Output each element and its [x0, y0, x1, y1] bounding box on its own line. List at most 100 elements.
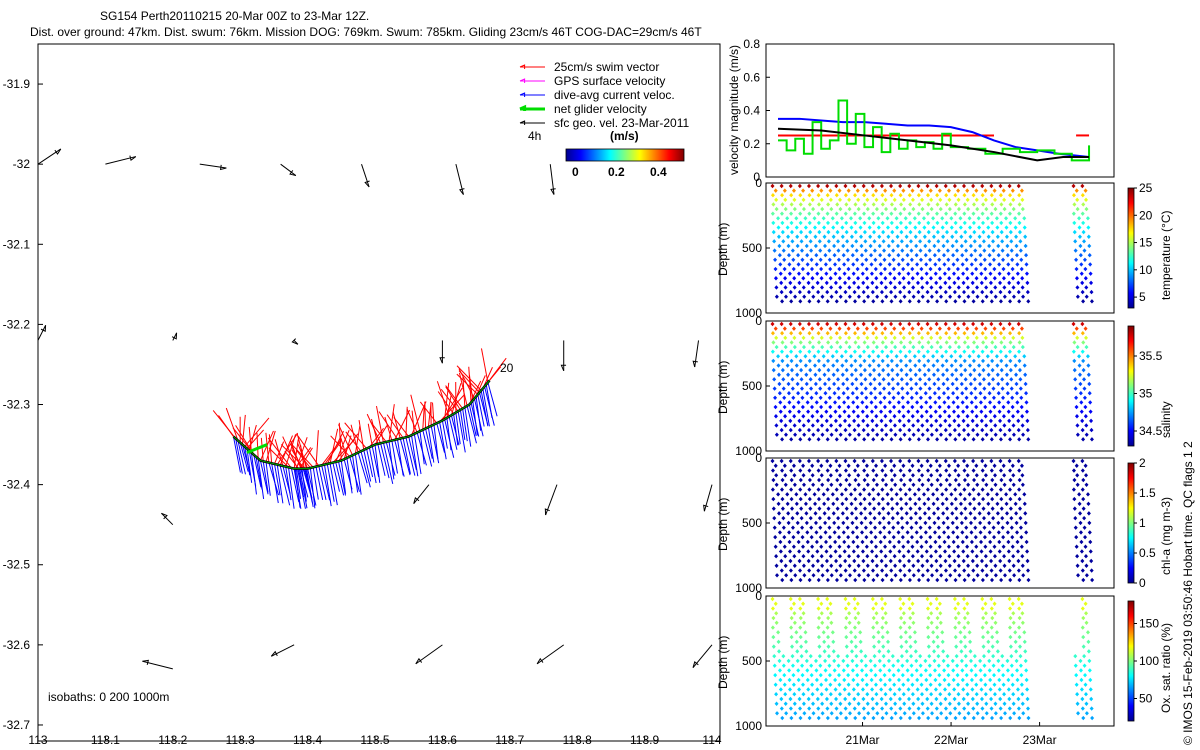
chla-sample	[953, 477, 958, 483]
temperature-sample	[814, 252, 819, 258]
temperature-sample	[790, 239, 795, 244]
chla-sample	[973, 534, 978, 540]
salinity-sample	[1016, 427, 1021, 433]
temperature-sample	[805, 262, 810, 267]
chla-sample	[815, 558, 820, 564]
salinity-sample	[998, 349, 1003, 354]
salinity-sample	[895, 381, 900, 387]
oxygen-sample	[945, 653, 950, 659]
temperature-sample	[876, 216, 881, 221]
chla-sample	[876, 492, 881, 497]
map-xtick-label: 113.5	[360, 733, 389, 747]
temperature-sample	[936, 248, 941, 253]
temperature-sample	[981, 239, 986, 244]
chla-sample	[993, 573, 998, 578]
chla-sample	[908, 496, 913, 502]
oxygen-sample	[901, 692, 906, 697]
salinity-sample	[901, 335, 906, 341]
salinity-sample	[926, 358, 931, 364]
chla-sample	[853, 496, 858, 502]
oxygen-sample	[781, 653, 786, 659]
salinity-sample	[1082, 395, 1087, 401]
swim-vector	[268, 447, 289, 468]
salinity-sample	[850, 381, 855, 387]
chla-sample	[1084, 563, 1089, 568]
chla-sample	[931, 492, 936, 497]
salinity-sample	[877, 381, 882, 387]
temperature-sample	[1017, 229, 1022, 235]
oxygen-sample	[915, 687, 920, 692]
chla-sample	[982, 534, 987, 540]
salinity-sample	[1016, 418, 1021, 424]
temperature-sample	[798, 220, 803, 226]
chla-sample	[962, 487, 967, 492]
temperature-sample	[973, 248, 978, 253]
chla-sample	[792, 473, 797, 478]
temperature-sample	[1007, 289, 1012, 295]
chla-sample	[812, 492, 817, 497]
salinity-sample	[960, 390, 965, 396]
oxygen-sample	[871, 634, 876, 640]
oxygen-sample	[819, 611, 824, 616]
oxygen-sample	[938, 611, 943, 616]
chla-sample	[1001, 463, 1006, 468]
chla-sample	[809, 534, 814, 540]
salinity-sample	[1020, 423, 1025, 428]
oxygen-sample	[931, 639, 936, 645]
temperature-sample	[1010, 257, 1015, 263]
oxygen-sample	[809, 672, 814, 678]
salinity-sample	[838, 432, 843, 437]
dive-avg-vector	[357, 452, 368, 484]
oxygen-sample	[1005, 668, 1010, 673]
map-xtick-label: 113.4	[293, 733, 322, 747]
chla-sample	[770, 487, 775, 492]
chla-sample	[944, 468, 949, 473]
dive-avg-vector	[285, 466, 292, 501]
chla-sample	[910, 554, 915, 559]
chla-sample	[874, 482, 879, 488]
oxygen-sample	[845, 663, 850, 668]
oxygen-sample	[942, 668, 947, 673]
temperature-sample	[807, 202, 812, 207]
chla-sample	[993, 482, 998, 488]
temperature-sample	[799, 248, 804, 253]
chla-sample	[870, 568, 875, 573]
temperature-sample	[808, 239, 813, 244]
chla-sample	[901, 473, 906, 478]
salinity-sample	[988, 409, 993, 414]
salinity-sample	[872, 367, 877, 373]
temperature-sample	[990, 202, 995, 207]
oxygen-sample	[843, 625, 848, 630]
oxygen-sample	[937, 601, 942, 606]
chla-sample	[926, 577, 931, 583]
oxygen-sample	[801, 692, 806, 697]
salinity-sample	[1014, 372, 1019, 377]
temperature-sample	[907, 211, 912, 216]
oxygen-sample	[856, 692, 861, 697]
salinity-sample	[834, 437, 839, 442]
oxygen-sample	[854, 653, 859, 659]
salinity-sample	[926, 367, 931, 373]
salinity-sample	[1020, 344, 1025, 350]
salinity-sample	[962, 427, 967, 433]
dive-avg-vector	[255, 456, 263, 490]
temperature-sample	[916, 211, 921, 216]
chla-sample	[941, 511, 946, 516]
temperature-sample	[865, 276, 870, 281]
oxygen-sample	[964, 672, 969, 678]
oxygen-sample	[901, 601, 906, 606]
salinity-sample	[834, 349, 839, 354]
salinity-sample	[791, 326, 796, 331]
temperature-sample	[774, 206, 779, 212]
oxygen-sample	[956, 701, 961, 706]
temperature-sample	[976, 216, 981, 221]
salinity-sample	[880, 331, 885, 336]
oxygen-sample	[989, 625, 994, 630]
chla-sample	[1086, 501, 1091, 507]
oxygen-sample	[999, 715, 1004, 721]
temperature-sample	[916, 193, 921, 198]
chla-sample	[922, 501, 927, 507]
oxygen-sample	[904, 639, 909, 645]
chla-sample	[816, 577, 821, 583]
oxygen-sample	[774, 611, 779, 616]
